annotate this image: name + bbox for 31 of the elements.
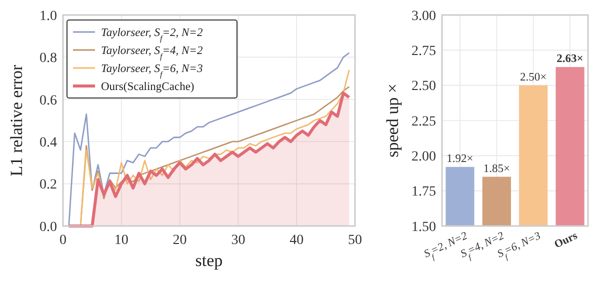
y-tick-label: 2.50 (412, 79, 436, 94)
y-tick-label: 0.6 (40, 93, 57, 108)
y-tick-label: 3.00 (412, 8, 436, 24)
x-tick-label: 10 (114, 233, 128, 248)
y-tick-label: 0.8 (40, 51, 57, 66)
y-tick-label: 0.0 (40, 220, 57, 235)
legend-label: Taylorseer, S$_{f}$=4, N=2 (101, 45, 203, 61)
x-axis-title: step (195, 251, 223, 270)
x-tick-label: 20 (172, 233, 187, 248)
data-label: 2.50× (520, 71, 547, 84)
x-tick-label: 30 (231, 233, 246, 248)
data-label: 1.85× (483, 162, 510, 175)
y-tick-label: 1.0 (40, 8, 57, 24)
data-label: 2.63× (556, 53, 584, 66)
x-tick-label: 50 (348, 233, 362, 248)
y-axis-title: L1 relative error (7, 64, 26, 176)
y-tick-label: 1.75 (412, 184, 436, 200)
y-tick-label: 2.75 (412, 44, 436, 60)
y-tick-label: 2.25 (412, 114, 436, 130)
y-tick-label: 0.2 (40, 178, 57, 193)
legend-label: Taylorseer, S$_{f}$=2, N=2 (101, 27, 203, 43)
x-tick-label: Ours (552, 230, 580, 251)
y-axis-title: speed up × (383, 84, 402, 158)
legend-label: Taylorseer, S$_{f}$=6, N=3 (101, 63, 203, 79)
y-tick-label: 1.50 (412, 220, 436, 235)
y-tick-label: 0.4 (40, 136, 57, 150)
data-label: 1.92× (446, 152, 474, 165)
x-tick-label: 40 (290, 233, 304, 248)
x-tick-label: 0 (60, 233, 66, 248)
legend-label: Ours(ScalingCache) (101, 81, 194, 94)
y-tick-label: 2.00 (412, 150, 436, 165)
